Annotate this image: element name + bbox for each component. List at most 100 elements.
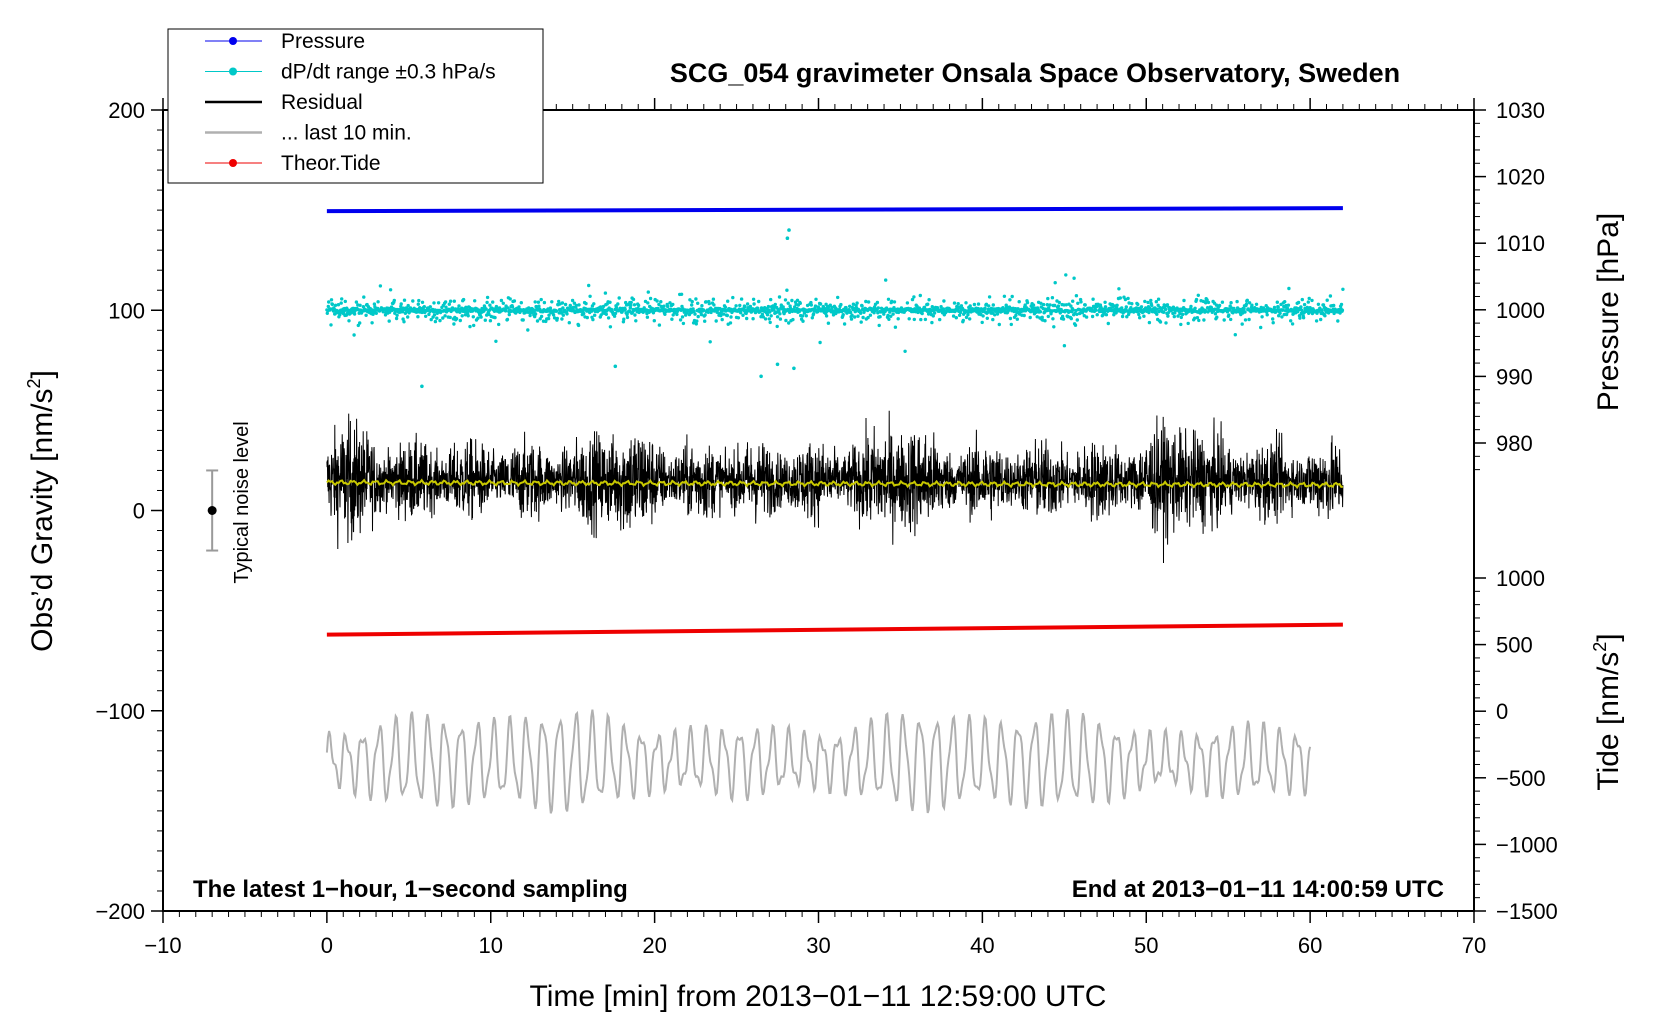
dpdt-point: [1142, 314, 1146, 318]
dpdt-point: [887, 317, 891, 321]
dpdt-point: [1094, 308, 1098, 312]
noise-label: Typical noise level: [231, 421, 253, 583]
dpdt-point: [751, 297, 756, 301]
dpdt-point: [1143, 299, 1147, 304]
dpdt-point: [443, 300, 448, 304]
dpdt-point: [809, 303, 813, 307]
dpdt-point: [905, 301, 910, 305]
dpdt-point: [907, 317, 911, 321]
dpdt-point: [466, 314, 470, 318]
dpdt-point: [424, 314, 428, 318]
dpdt-point: [1028, 315, 1032, 320]
dpdt-point: [804, 314, 808, 318]
dpdt-point: [1302, 302, 1307, 307]
y-axis-title-sup: 2: [24, 378, 44, 388]
dpdt-point: [576, 323, 581, 328]
dpdt-point: [533, 314, 537, 319]
dpdt-point: [800, 314, 805, 318]
dpdt-point: [622, 317, 626, 321]
dpdt-point: [1125, 315, 1129, 319]
dpdt-point: [930, 320, 934, 325]
dpdt-point: [444, 305, 448, 309]
dpdt-point: [919, 317, 923, 322]
dpdt-point: [1179, 315, 1184, 320]
dpdt-point: [1265, 310, 1269, 314]
dpdt-point: [688, 298, 692, 302]
dpdt-point: [1213, 312, 1218, 316]
dpdt-point: [326, 304, 330, 309]
dpdt-point: [726, 299, 730, 303]
dpdt-point: [785, 236, 790, 240]
dpdt-point: [1154, 300, 1159, 304]
dpdt-point: [745, 302, 750, 306]
dpdt-point: [1193, 316, 1197, 320]
dpdt-point: [627, 309, 632, 313]
dpdt-point: [1298, 316, 1302, 320]
x-axis-title: Time [min] from 2013−01−11 12:59:00 UTC: [530, 980, 1107, 1013]
dpdt-point: [741, 313, 745, 317]
dpdt-point: [612, 314, 617, 318]
dpdt-point: [1194, 297, 1199, 302]
dpdt-point: [1084, 315, 1089, 319]
legend-swatch-dot: [229, 37, 237, 45]
dpdt-point: [1025, 300, 1030, 305]
dpdt-point: [1008, 316, 1013, 321]
tide-axis-title-main: Tide [nm/s: [1592, 652, 1625, 791]
dpdt-point: [631, 297, 636, 302]
dpdt-point: [1124, 305, 1129, 309]
dpdt-point: [1147, 320, 1152, 325]
dpdt-point: [1286, 303, 1291, 307]
dpdt-point: [629, 303, 633, 307]
dpdt-point: [702, 308, 706, 312]
dpdt-point: [811, 312, 816, 316]
dpdt-point: [585, 315, 589, 320]
dpdt-point: [690, 303, 694, 307]
dpdt-point: [1306, 300, 1311, 304]
dpdt-point: [1271, 317, 1275, 321]
dpdt-point: [964, 301, 968, 305]
dpdt-point: [1222, 318, 1226, 322]
dpdt-point: [362, 295, 366, 299]
dpdt-point: [662, 304, 666, 308]
tide-axis-title-close: ]: [1592, 633, 1625, 641]
tide-tick-label: −1000: [1496, 832, 1558, 857]
dpdt-point: [494, 339, 498, 343]
dpdt-point: [986, 310, 990, 314]
dpdt-point: [352, 312, 357, 316]
dpdt-point: [781, 305, 785, 309]
dpdt-point: [671, 302, 675, 307]
dpdt-point: [614, 305, 619, 310]
dpdt-point: [856, 314, 860, 318]
dpdt-point: [633, 313, 637, 317]
dpdt-point: [443, 314, 447, 318]
dpdt-point: [875, 300, 880, 305]
dpdt-point: [1072, 276, 1076, 280]
dpdt-point: [680, 315, 685, 319]
dpdt-point: [861, 315, 865, 320]
dpdt-point: [1053, 303, 1057, 308]
y-tick-label: 100: [108, 298, 145, 323]
annotation-sampling: The latest 1−hour, 1−second sampling: [193, 876, 628, 903]
dpdt-point: [510, 305, 515, 309]
dpdt-point: [714, 319, 718, 323]
dpdt-point: [707, 301, 711, 306]
dpdt-point: [868, 313, 873, 317]
dpdt-point: [354, 300, 359, 304]
x-tick-label: 0: [321, 933, 333, 958]
dpdt-point: [1010, 294, 1014, 299]
dpdt-point: [1319, 317, 1323, 322]
dpdt-point: [546, 316, 551, 321]
dpdt-point: [769, 297, 773, 302]
dpdt-point: [1002, 294, 1007, 298]
x-tick-label: 10: [479, 933, 503, 958]
dpdt-point: [521, 318, 525, 322]
dpdt-point: [976, 302, 981, 306]
dpdt-point: [980, 320, 984, 325]
dpdt-point: [1061, 317, 1066, 321]
dpdt-point: [1040, 315, 1044, 319]
dpdt-point: [432, 313, 437, 317]
dpdt-point: [954, 316, 958, 320]
dpdt-point: [327, 300, 331, 304]
dpdt-point: [987, 304, 991, 308]
dpdt-point: [399, 302, 403, 306]
